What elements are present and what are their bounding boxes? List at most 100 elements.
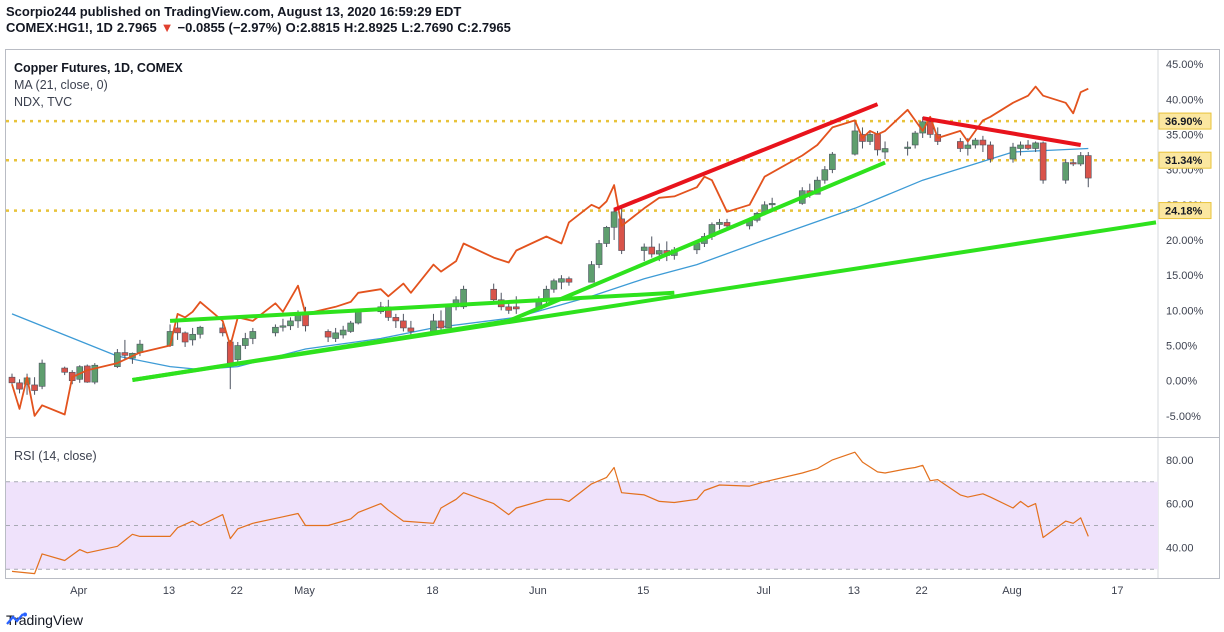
candle-body bbox=[400, 320, 407, 329]
candle bbox=[1069, 159, 1077, 167]
candle-body bbox=[648, 246, 656, 255]
candle-body bbox=[987, 144, 994, 160]
candle-body bbox=[618, 218, 625, 251]
ma-legend-label: MA (21, close, 0) bbox=[14, 78, 108, 92]
close-value: 2.7965 bbox=[471, 20, 511, 35]
candle-body bbox=[1024, 144, 1032, 149]
candle bbox=[189, 327, 196, 346]
candle-body bbox=[926, 121, 934, 135]
candle bbox=[400, 313, 407, 332]
red-trend-line bbox=[922, 116, 1082, 147]
down-arrow-icon: ▼ bbox=[160, 20, 174, 35]
green-trend-line bbox=[507, 160, 886, 323]
candle bbox=[550, 278, 558, 293]
candle-body bbox=[1077, 155, 1085, 165]
candle bbox=[1084, 152, 1092, 188]
candle-body bbox=[339, 329, 347, 336]
candle-body bbox=[234, 345, 242, 360]
time-axis[interactable]: Apr 13 22 May 18 Jun 15 Jul 13 22 Aug 17 bbox=[5, 577, 1218, 603]
candle bbox=[768, 197, 776, 209]
price-tick-label: 15.00% bbox=[1166, 270, 1204, 282]
candle bbox=[445, 306, 452, 329]
rsi-tick-label: 40.00 bbox=[1166, 542, 1194, 554]
rsi-panel[interactable]: RSI (14, close) 80.00 60.00 40.00 bbox=[5, 437, 1220, 579]
candle bbox=[279, 318, 287, 332]
price-tick-label: 0.00% bbox=[1166, 376, 1197, 388]
candle bbox=[339, 325, 347, 339]
candle-body bbox=[512, 306, 520, 310]
price-chart-panel[interactable]: Copper Futures, 1D, COMEX MA (21, close,… bbox=[5, 49, 1220, 438]
price-change: −0.0855 (−2.97%) bbox=[177, 20, 282, 35]
candle bbox=[851, 120, 859, 156]
time-tick-label: Jun bbox=[529, 585, 547, 597]
time-tick-label: 13 bbox=[848, 585, 860, 597]
candle bbox=[234, 342, 242, 364]
candle-body bbox=[550, 280, 558, 290]
candle-body bbox=[610, 211, 618, 228]
candle bbox=[272, 324, 279, 337]
time-tick-label: Jul bbox=[757, 585, 771, 597]
price-plot-area bbox=[6, 85, 1158, 417]
green-trend-line bbox=[132, 318, 510, 382]
published-line: Scorpio244 published on TradingView.com,… bbox=[6, 4, 462, 19]
price-tick-label: 35.00% bbox=[1166, 129, 1204, 141]
candle bbox=[663, 241, 671, 262]
candle-body bbox=[16, 382, 23, 390]
candle bbox=[392, 313, 400, 328]
candle-body bbox=[38, 362, 46, 387]
candle-body bbox=[354, 311, 362, 324]
candle-body bbox=[490, 288, 497, 301]
time-tick-label: 22 bbox=[231, 585, 243, 597]
open-value: 2.8815 bbox=[300, 20, 340, 35]
candle bbox=[1017, 141, 1024, 156]
candle bbox=[1009, 142, 1017, 163]
candle-body bbox=[829, 153, 836, 170]
candle bbox=[640, 243, 648, 262]
candle bbox=[911, 130, 919, 149]
candle-body bbox=[249, 331, 257, 339]
candle bbox=[987, 141, 994, 163]
candle bbox=[1024, 140, 1032, 150]
time-axis-svg: Apr 13 22 May 18 Jun 15 Jul 13 22 Aug 17 bbox=[70, 585, 1123, 597]
candle bbox=[121, 339, 129, 360]
green-trend-line bbox=[169, 290, 675, 323]
candle-body bbox=[979, 139, 987, 146]
ma-line bbox=[11, 147, 1089, 371]
footer-brand: TradingView bbox=[6, 612, 83, 628]
candle bbox=[881, 141, 889, 160]
candle bbox=[16, 379, 23, 394]
candle-body bbox=[121, 352, 129, 356]
candle bbox=[904, 141, 911, 156]
candle-body bbox=[91, 364, 99, 383]
candle-body bbox=[31, 384, 38, 391]
candle-body bbox=[768, 203, 776, 206]
candle-body bbox=[392, 317, 400, 322]
candle bbox=[437, 310, 445, 332]
candle bbox=[114, 349, 121, 369]
candle bbox=[196, 325, 204, 339]
candle-body bbox=[302, 313, 309, 327]
tradingview-logo-icon bbox=[6, 612, 27, 625]
candle-body bbox=[279, 325, 287, 328]
candle bbox=[38, 359, 46, 390]
time-tick-label: 22 bbox=[916, 585, 928, 597]
candle-body bbox=[196, 326, 204, 335]
candle-body bbox=[603, 227, 610, 244]
candle-body bbox=[565, 278, 573, 283]
red-trend-line bbox=[613, 102, 879, 212]
candle-body bbox=[1062, 162, 1069, 181]
candle-body bbox=[957, 141, 964, 149]
time-tick-label: 18 bbox=[426, 585, 438, 597]
main-legend: Copper Futures, 1D, COMEX MA (21, close,… bbox=[14, 60, 183, 111]
time-tick-label: 13 bbox=[163, 585, 175, 597]
candle-body bbox=[821, 169, 829, 181]
candle-body bbox=[445, 306, 452, 329]
candle bbox=[723, 218, 731, 228]
candle-body bbox=[8, 376, 16, 384]
candle bbox=[332, 327, 339, 343]
candle-body bbox=[851, 130, 859, 155]
candle bbox=[83, 364, 91, 383]
candle-body bbox=[716, 222, 723, 225]
time-tick-label: May bbox=[294, 585, 315, 597]
candle-body bbox=[437, 320, 445, 329]
